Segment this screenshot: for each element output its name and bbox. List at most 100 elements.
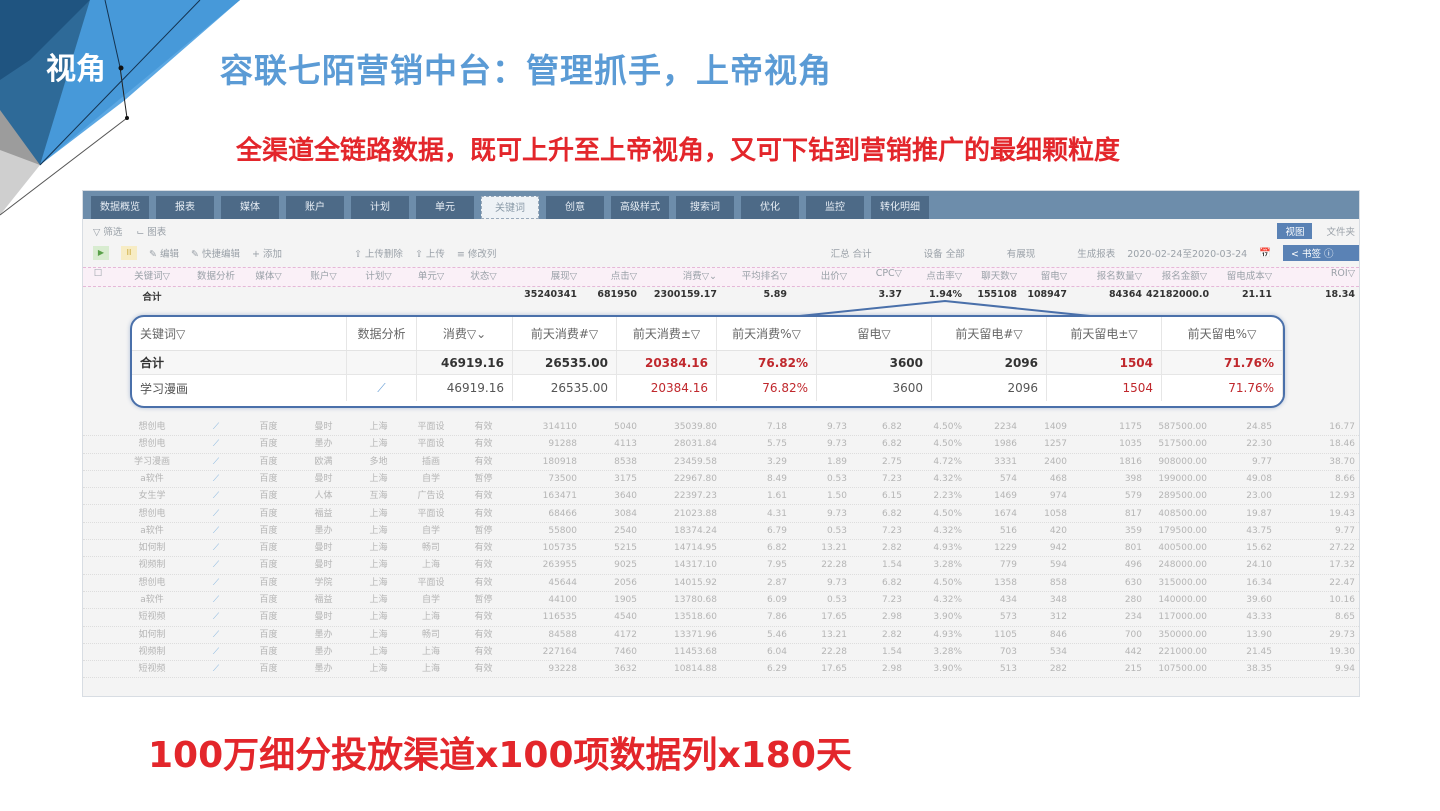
row-cell-16: 312 bbox=[1049, 612, 1067, 623]
row-cell-2[interactable]: ⟋ bbox=[212, 629, 220, 640]
popup-data-row[interactable]: 学习漫画 ⟋ 46919.16 26535.00 20384.16 76.82% 3600 2… bbox=[132, 375, 1283, 401]
row-cell-11: 5.46 bbox=[766, 629, 787, 640]
tab-7[interactable]: 创意 bbox=[546, 196, 604, 219]
tab-11[interactable]: 监控 bbox=[806, 196, 864, 219]
popup-cell-6[interactable]: 留电▽ bbox=[817, 317, 932, 350]
table-row[interactable]: 学习漫画 ⟋ 百度 欧满 多地 插画 有效 180918 8538 23459.58 3.29 1.8… bbox=[83, 454, 1359, 471]
popup-cell-0[interactable]: 关键词▽ bbox=[132, 317, 347, 350]
row-cell-4: 墨办 bbox=[314, 646, 333, 657]
row-cell-2[interactable]: ⟋ bbox=[212, 456, 220, 467]
summary-select[interactable]: 汇总 合计 bbox=[830, 249, 872, 260]
date-range-input[interactable]: 2020-02-24至2020-03-24 bbox=[1127, 249, 1248, 260]
tab-8[interactable]: 高级样式 bbox=[611, 196, 669, 219]
popup-cell-2[interactable]: 消费▽⌄ bbox=[417, 317, 513, 350]
table-row[interactable]: 视频制 ⟋ 百度 墨办 上海 上海 有效 227164 7460 11453.68 6.04 22.2… bbox=[83, 644, 1359, 662]
row-cell-2[interactable]: ⟋ bbox=[212, 577, 220, 588]
row-cell-17: 359 bbox=[1124, 525, 1142, 536]
table-row[interactable]: 想创电 ⟋ 百度 学院 上海 平面设 有效 45644 2056 14015.92 2.87 9.73… bbox=[83, 575, 1359, 592]
header-cell-11: 平均排名▽ bbox=[741, 271, 787, 282]
table-row[interactable]: 女生学 ⟋ 百度 人体 互海 广告设 有效 163471 3640 22397.23 1.61 1.5… bbox=[83, 488, 1359, 506]
row-cell-13: 7.23 bbox=[881, 595, 902, 605]
bookmark-button[interactable]: < 书签 ⓘ bbox=[1283, 245, 1359, 261]
row-cell-2[interactable]: ⟋ bbox=[212, 439, 220, 450]
row-cell-3: 百度 bbox=[259, 439, 278, 450]
row-cell-3: 百度 bbox=[259, 456, 278, 467]
row-cell-2[interactable]: ⟋ bbox=[212, 508, 220, 519]
upload-delete-button[interactable]: ⇪ 上传删除 bbox=[353, 249, 403, 260]
row-cell-5: 上海 bbox=[369, 595, 388, 605]
tab-12[interactable]: 转化明细 bbox=[871, 196, 929, 219]
table-row[interactable]: 想创电 ⟋ 百度 福益 上海 平面设 有效 68466 3084 21023.88 4.31 9.73… bbox=[83, 506, 1359, 523]
view-button[interactable]: 视图 bbox=[1277, 223, 1313, 239]
add-button[interactable]: + 添加 bbox=[251, 249, 282, 260]
chart-button[interactable]: ⌙ 图表 bbox=[136, 227, 167, 238]
tab-1[interactable]: 报表 bbox=[156, 196, 214, 219]
table-row[interactable]: 如何制 ⟋ 百度 曼时 上海 畅司 有效 105735 5215 14714.95 6.82 13.2… bbox=[83, 540, 1359, 558]
tab-2[interactable]: 媒体 bbox=[221, 196, 279, 219]
header-cell-9: 点击▽ bbox=[610, 271, 637, 282]
has-impression-toggle[interactable]: 有展现 bbox=[1006, 249, 1036, 260]
row-cell-6: 畅司 bbox=[421, 543, 440, 554]
pause-button[interactable]: II bbox=[121, 246, 137, 260]
trend-chart-icon[interactable]: ⟋ bbox=[347, 375, 417, 401]
table-row[interactable]: a软件 ⟋ 百度 福益 上海 自学 暂停 44100 1905 13780.68 6.09 0.53 7… bbox=[83, 592, 1359, 610]
table-row[interactable]: 想创电 ⟋ 百度 曼时 上海 平面设 有效 314110 5040 35039.80 7.18 9.7… bbox=[83, 419, 1359, 437]
total-cell-15: 155108 bbox=[977, 289, 1017, 300]
tab-4[interactable]: 计划 bbox=[351, 196, 409, 219]
popup-cell-5[interactable]: 前天消费%▽ bbox=[717, 317, 817, 350]
quick-edit-button[interactable]: ✎ 快捷编辑 bbox=[190, 249, 240, 260]
row-cell-2[interactable]: ⟋ bbox=[212, 422, 220, 432]
row-cell-2[interactable]: ⟋ bbox=[212, 543, 220, 554]
row-cell-6: 自学 bbox=[421, 595, 440, 605]
popup-cell-8: 1504 bbox=[1047, 351, 1162, 374]
row-cell-17: 215 bbox=[1124, 664, 1142, 675]
row-cell-2[interactable]: ⟋ bbox=[212, 612, 220, 623]
row-cell-17: 630 bbox=[1124, 577, 1142, 588]
row-cell-19: 49.08 bbox=[1246, 473, 1272, 484]
play-button[interactable]: ▶ bbox=[93, 246, 109, 260]
modify-columns-button[interactable]: ≡ 修改列 bbox=[456, 249, 497, 260]
row-cell-10: 22397.23 bbox=[674, 491, 717, 502]
row-cell-2[interactable]: ⟋ bbox=[212, 473, 220, 484]
popup-cell-8[interactable]: 前天留电±▽ bbox=[1047, 317, 1162, 350]
device-select[interactable]: 设备 全部 bbox=[923, 249, 965, 260]
tab-10[interactable]: 优化 bbox=[741, 196, 799, 219]
row-cell-11: 1.61 bbox=[766, 491, 787, 502]
folder-button[interactable]: 文件夹 bbox=[1326, 227, 1355, 238]
tab-6[interactable]: 关键词 bbox=[481, 196, 539, 219]
filter-button[interactable]: ▽ 筛选 bbox=[93, 227, 123, 238]
tab-9[interactable]: 搜索词 bbox=[676, 196, 734, 219]
table-row[interactable]: 短视频 ⟋ 百度 墨办 上海 上海 有效 93228 3632 10814.88 6.29 17.65… bbox=[83, 661, 1359, 679]
row-cell-2[interactable]: ⟋ bbox=[212, 525, 220, 536]
table-row[interactable]: 如何制 ⟋ 百度 墨办 上海 畅司 有效 84588 4172 13371.96 5.46 13.21… bbox=[83, 627, 1359, 644]
table-row[interactable]: 视频制 ⟋ 百度 曼时 上海 上海 有效 263955 9025 14317.10 7.95 22.2… bbox=[83, 557, 1359, 575]
tab-3[interactable]: 账户 bbox=[286, 196, 344, 219]
row-cell-15: 513 bbox=[999, 664, 1017, 675]
table-row[interactable]: 想创电 ⟋ 百度 墨办 上海 平面设 有效 91288 4113 28031.84 5.75 9.73… bbox=[83, 436, 1359, 454]
popup-cell-9[interactable]: 前天留电%▽ bbox=[1162, 317, 1283, 350]
popup-cell-0: 合计 bbox=[132, 351, 347, 374]
calendar-icon[interactable]: 📅 bbox=[1259, 247, 1271, 259]
tab-0[interactable]: 数据概览 bbox=[91, 196, 149, 219]
row-cell-6: 上海 bbox=[421, 612, 440, 623]
table-row[interactable]: a软件 ⟋ 百度 墨办 上海 自学 暂停 55800 2540 18374.24 6.79 0.53 7… bbox=[83, 523, 1359, 541]
row-cell-4: 学院 bbox=[314, 577, 333, 588]
tab-5[interactable]: 单元 bbox=[416, 196, 474, 219]
header-cell-13: CPC▽ bbox=[875, 268, 902, 279]
popup-cell-4[interactable]: 前天消费±▽ bbox=[617, 317, 717, 350]
row-cell-2[interactable]: ⟋ bbox=[212, 664, 220, 675]
popup-cell-7[interactable]: 前天留电#▽ bbox=[932, 317, 1047, 350]
row-cell-2[interactable]: ⟋ bbox=[212, 560, 220, 571]
row-cell-10: 23459.58 bbox=[674, 456, 717, 467]
popup-cell-3[interactable]: 前天消费#▽ bbox=[513, 317, 617, 350]
edit-button[interactable]: ✎ 编辑 bbox=[149, 249, 179, 260]
upload-button[interactable]: ⇪ 上传 bbox=[414, 249, 445, 260]
generate-report-button[interactable]: 生成报表 bbox=[1077, 249, 1116, 260]
row-cell-2[interactable]: ⟋ bbox=[212, 595, 220, 605]
row-cell-11: 6.29 bbox=[766, 664, 787, 675]
row-cell-2[interactable]: ⟋ bbox=[212, 646, 220, 657]
table-row[interactable]: a软件 ⟋ 百度 曼时 上海 自学 暂停 73500 3175 22967.80 8.49 0.53 7… bbox=[83, 471, 1359, 489]
row-cell-2[interactable]: ⟋ bbox=[212, 491, 220, 502]
table-row[interactable]: 短视频 ⟋ 百度 曼时 上海 上海 有效 116535 4540 13518.60 7.86 17.6… bbox=[83, 609, 1359, 627]
row-cell-3: 百度 bbox=[259, 525, 278, 536]
